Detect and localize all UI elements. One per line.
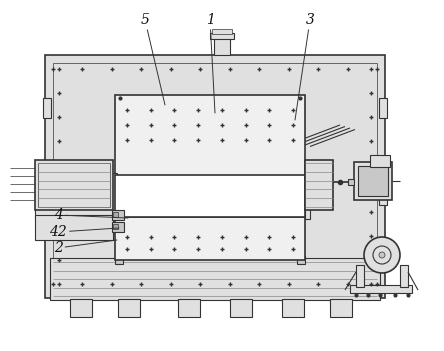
Text: 2: 2 xyxy=(54,240,117,255)
Bar xyxy=(115,256,123,264)
Bar xyxy=(35,215,113,240)
Bar xyxy=(356,265,364,287)
Bar xyxy=(379,185,387,205)
Bar xyxy=(35,173,117,219)
Bar xyxy=(120,221,300,229)
Bar xyxy=(230,299,252,317)
Bar xyxy=(45,55,385,298)
Bar xyxy=(113,212,118,217)
Bar xyxy=(354,162,392,200)
Bar xyxy=(115,217,305,260)
Bar xyxy=(305,160,333,210)
Text: 42: 42 xyxy=(49,225,119,239)
Bar xyxy=(330,299,352,317)
Bar xyxy=(120,101,300,109)
Bar xyxy=(214,37,230,55)
Circle shape xyxy=(364,237,400,273)
Text: 3: 3 xyxy=(295,13,314,120)
Bar xyxy=(115,175,305,217)
Bar xyxy=(50,258,380,300)
Text: 1: 1 xyxy=(206,13,215,113)
Bar xyxy=(212,29,232,34)
Bar xyxy=(297,256,305,264)
Bar xyxy=(282,299,304,317)
Bar xyxy=(400,265,408,287)
Bar xyxy=(43,185,51,205)
Bar xyxy=(370,155,390,167)
Circle shape xyxy=(379,252,385,258)
Bar xyxy=(112,210,124,220)
Bar xyxy=(115,95,305,210)
Bar xyxy=(113,224,118,229)
Text: 4: 4 xyxy=(54,208,128,222)
Bar xyxy=(350,285,412,293)
Bar xyxy=(348,179,354,185)
Bar xyxy=(112,222,124,232)
Bar xyxy=(305,173,310,219)
Bar xyxy=(70,299,92,317)
Bar xyxy=(210,33,234,39)
Bar xyxy=(43,98,51,118)
Bar xyxy=(38,163,110,207)
Bar xyxy=(133,183,287,209)
Bar xyxy=(35,160,113,210)
Bar xyxy=(178,299,200,317)
Bar xyxy=(53,63,377,290)
Bar xyxy=(358,166,388,196)
Bar xyxy=(379,98,387,118)
Text: 5: 5 xyxy=(141,13,165,105)
Bar xyxy=(118,299,140,317)
